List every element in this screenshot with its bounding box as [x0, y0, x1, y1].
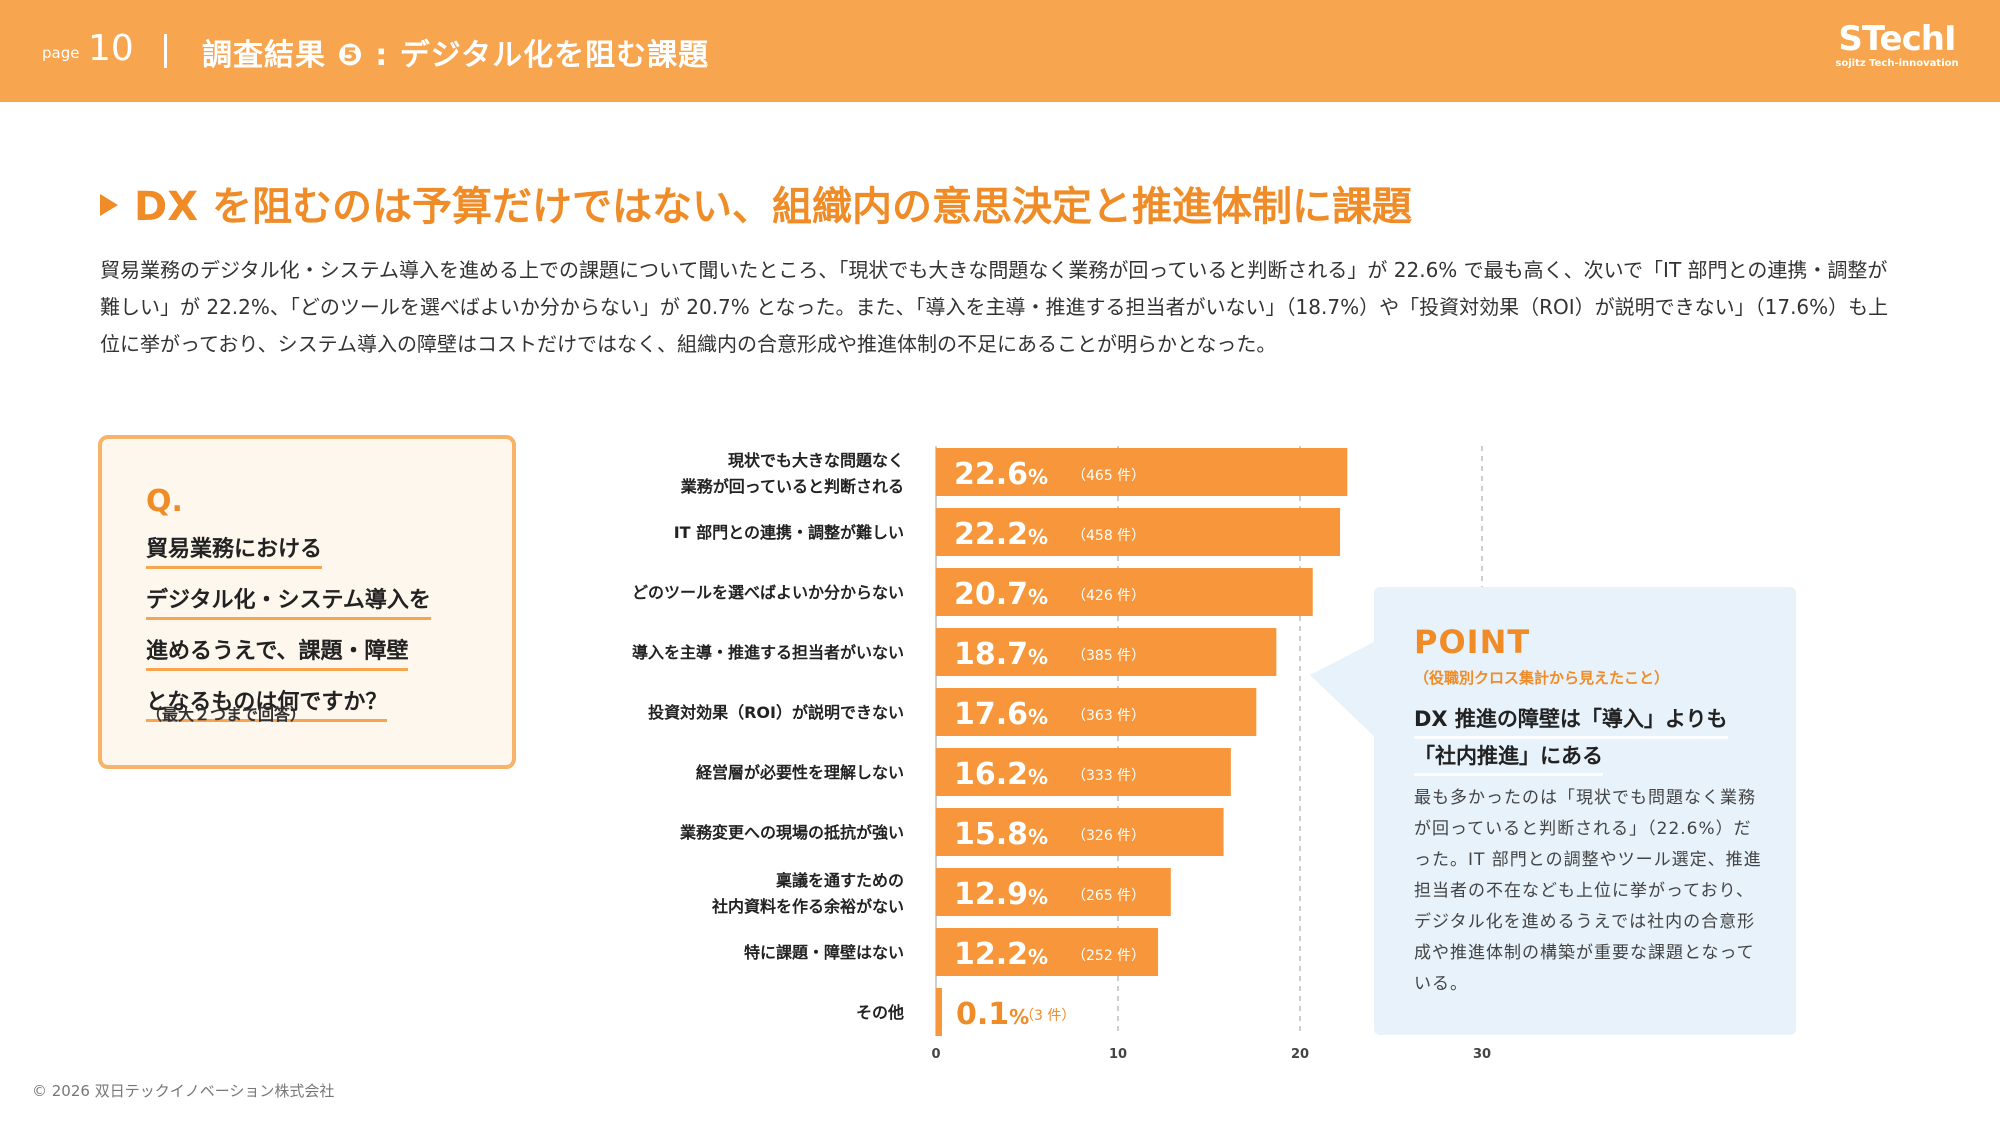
bar: [936, 868, 1171, 916]
triangle-right-icon: [100, 194, 118, 216]
bar: [936, 988, 942, 1036]
bar: [936, 748, 1231, 796]
bar-count-label: （3 件）: [1020, 1008, 1075, 1024]
x-tick-label: 10: [1109, 1047, 1127, 1062]
question-line: となるものは何ですか？: [146, 684, 388, 722]
bar-value-label: 12.2%: [954, 937, 1048, 972]
question-marker: Q.: [146, 484, 183, 519]
bar-count-label: （252 件）: [1072, 948, 1145, 964]
headline-text: DX を阻むのは予算だけではない、組織内の意思決定と推進体制に課題: [134, 184, 1412, 230]
bar-count-label: （265 件）: [1072, 888, 1145, 904]
bar-count-label: （326 件）: [1072, 828, 1145, 844]
point-heading-line: 「社内推進」にある: [1414, 739, 1603, 776]
x-tick-label: 0: [931, 1047, 940, 1062]
bar: [936, 628, 1277, 676]
bar: [936, 508, 1341, 556]
category-label: 特に課題・障壁はない: [744, 943, 904, 962]
header-divider: [164, 34, 167, 68]
point-callout-pointer: [1310, 640, 1378, 740]
bar-count-label: （333 件）: [1072, 768, 1145, 784]
x-tick-label: 30: [1473, 1047, 1491, 1062]
category-label: 導入を主導・推進する担当者がいない: [632, 643, 904, 662]
category-label: 稟議を通すための社内資料を作る余裕がない: [711, 871, 904, 916]
category-label: IT 部門との連携・調整が難しい: [674, 523, 904, 542]
question-line: デジタル化・システム導入を: [146, 582, 431, 620]
x-tick-label: 20: [1291, 1047, 1309, 1062]
logo-wordmark: STechI: [1838, 19, 1956, 59]
point-callout: POINT （役職別クロス集計から見えたこと） DX 推進の障壁は「導入」よりも…: [1374, 587, 1796, 1035]
copyright: © 2026 双日テックイノベーション株式会社: [32, 1082, 335, 1100]
section-title: 調査結果 ❺ : デジタル化を阻む課題: [202, 38, 710, 73]
question-text: 貿易業務における デジタル化・システム導入を 進めるうえで、課題・障壁 となるも…: [146, 531, 431, 735]
point-subtitle: （役職別クロス集計から見えたこと）: [1414, 669, 1670, 687]
logo-tagline: sojitz Tech-innovation: [1835, 58, 1959, 69]
summary-paragraph: 貿易業務のデジタル化・システム導入を進める上での課題について聞いたところ、「現状…: [100, 258, 1889, 356]
question-line: 進めるうえで、課題・障壁: [146, 633, 409, 671]
bar: [936, 928, 1159, 976]
bar-count-label: （465 件）: [1072, 468, 1145, 484]
page-label: page: [42, 44, 80, 62]
bar: [936, 688, 1257, 736]
company-logo: STechI sojitz Tech-innovation: [1832, 20, 1962, 70]
page-headline: DX を阻むのは予算だけではない、組織内の意思決定と推進体制に課題: [100, 174, 1412, 232]
point-body: 最も多かったのは「現状でも問題なく業務が回っていると判断される」（22.6%）だ…: [1414, 788, 1762, 994]
category-label: その他: [856, 1003, 904, 1022]
point-heading-line: DX 推進の障壁は「導入」よりも: [1414, 702, 1728, 739]
category-label: 現状でも大きな問題なく業務が回っていると判断される: [680, 451, 904, 496]
page-number: 10: [88, 28, 134, 69]
question-note: （最大２つまで回答）: [146, 705, 307, 724]
bar-count-label: （458 件）: [1072, 528, 1145, 544]
bar: [936, 808, 1224, 856]
category-label: どのツールを選べばよいか分からない: [632, 583, 904, 602]
bar-count-label: （385 件）: [1072, 648, 1145, 664]
header-bar: page 10 調査結果 ❺ : デジタル化を阻む課題 STechI sojit…: [0, 0, 2000, 102]
category-label: 業務変更への現場の抵抗が強い: [679, 823, 904, 842]
question-line: 貿易業務における: [146, 531, 323, 569]
question-box: Q. 貿易業務における デジタル化・システム導入を 進めるうえで、課題・障壁 と…: [98, 435, 516, 769]
bar-count-label: （363 件）: [1072, 708, 1145, 724]
category-label: 経営層が必要性を理解しない: [696, 763, 904, 782]
bar: [936, 448, 1348, 496]
bar: [936, 568, 1313, 616]
bar-value-label: 0.1%: [956, 997, 1029, 1032]
point-heading: DX 推進の障壁は「導入」よりも 「社内推進」にある: [1414, 702, 1728, 776]
category-label: 投資対効果（ROI）が説明できない: [648, 703, 904, 722]
bar-count-label: （426 件）: [1072, 588, 1145, 604]
point-title: POINT: [1414, 623, 1531, 661]
